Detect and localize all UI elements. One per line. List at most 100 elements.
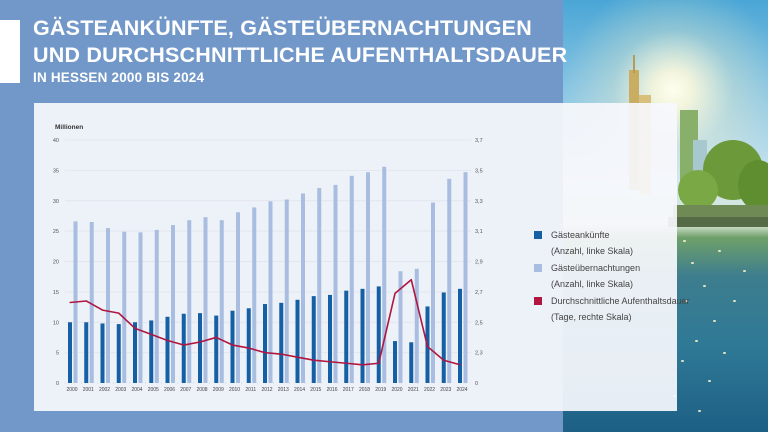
chart: Millionen 2000 2001 2002 2003 2004 2005 2006 20…	[53, 124, 483, 393]
x-tick-label: 2015	[310, 387, 321, 393]
bar-arrivals	[84, 322, 89, 383]
y-tick-label: 0	[56, 381, 59, 387]
y2-tick-label: 3,7	[475, 138, 483, 144]
bar-overnights	[284, 199, 289, 383]
y-tick-label: 40	[53, 138, 59, 144]
bar-overnights	[154, 229, 159, 383]
x-tick-label: 2011	[245, 387, 256, 393]
x-tick-label: 2014	[294, 387, 305, 393]
point-duration	[101, 309, 104, 311]
y-axis-label: Millionen	[55, 124, 83, 131]
bar-arrivals	[246, 308, 251, 383]
point-duration	[410, 279, 412, 281]
y2-tick-label: 2,3	[475, 351, 483, 357]
x-tick-label: 2000	[66, 387, 77, 393]
point-duration	[426, 345, 429, 348]
point-duration	[248, 347, 250, 349]
bar-arrivals	[133, 322, 137, 383]
bar-arrivals	[376, 286, 381, 383]
x-tick-label: 2022	[424, 387, 435, 393]
x-tick-label: 2006	[164, 387, 175, 393]
x-tick-label: 2003	[115, 387, 126, 393]
point-duration	[361, 364, 364, 366]
bar-overnights	[317, 187, 322, 383]
bar-overnights	[398, 271, 403, 383]
y2-tick-label: 2,5	[475, 320, 483, 326]
bar-arrivals	[181, 313, 186, 383]
legend-label-arrivals: Gästeankünfte	[551, 230, 610, 240]
point-duration	[215, 336, 217, 339]
point-duration	[459, 364, 461, 366]
x-tick-label: 2005	[148, 387, 159, 393]
bar-arrivals	[458, 288, 462, 383]
bar-overnights	[447, 178, 452, 383]
bar-arrivals	[360, 288, 365, 383]
bar-arrivals	[214, 315, 219, 383]
bar-arrivals	[165, 316, 170, 383]
point-duration	[150, 333, 152, 335]
x-tick-label: 2008	[196, 387, 207, 393]
legend-label-overnights: Gästeübernachtungen	[551, 263, 641, 273]
title-line-1: GÄSTEANKÜNFTE, GÄSTEÜBERNACHTUNGEN	[33, 16, 532, 40]
bar-overnights	[366, 172, 370, 383]
y-tick-label: 20	[53, 260, 59, 266]
bar-overnights	[203, 217, 208, 383]
legend-sub-arrivals: (Anzahl, linke Skala)	[551, 246, 634, 256]
x-tick-label: 2016	[326, 387, 337, 393]
legend-sub-overnights: (Anzahl, linke Skala)	[551, 279, 634, 289]
x-tick-label: 2020	[391, 387, 402, 393]
bar-overnights	[333, 184, 338, 383]
y2-tick-label: 0	[475, 381, 478, 387]
y2-tick-label: 3,3	[475, 199, 483, 205]
bar-arrivals	[149, 320, 154, 383]
bar-overnights	[106, 228, 110, 383]
bar-arrivals	[68, 322, 72, 383]
x-tick-label: 2004	[131, 387, 142, 393]
y-tick-label: 10	[53, 320, 59, 326]
x-tick-label: 2024	[456, 387, 467, 393]
bar-arrivals	[230, 310, 235, 383]
bar-arrivals	[279, 302, 284, 383]
point-duration	[345, 362, 347, 364]
legend-label-duration: Durchschnittliche Aufenthaltsdauer	[551, 296, 690, 306]
point-duration	[264, 352, 266, 354]
point-duration	[443, 359, 445, 361]
bar-arrivals	[311, 296, 316, 383]
y-tick-label: 30	[53, 199, 59, 205]
bar-overnights	[431, 202, 435, 383]
x-tick-label: 2012	[261, 387, 272, 393]
x-tick-label: 2017	[343, 387, 354, 393]
x-tick-label: 2007	[180, 387, 191, 393]
bar-overnights	[252, 207, 257, 383]
y-tick-label: 5	[56, 351, 59, 357]
bar-arrivals	[409, 342, 414, 383]
point-duration	[313, 359, 315, 361]
x-tick-label: 2009	[213, 387, 224, 393]
bar-arrivals	[441, 292, 446, 383]
y-tick-label: 25	[53, 229, 59, 235]
subtitle: IN HESSEN 2000 BIS 2024	[33, 70, 205, 85]
bar-overnights	[171, 225, 175, 383]
bar-arrivals	[344, 290, 349, 383]
x-tick-label: 2002	[99, 387, 110, 393]
x-tick-label: 2021	[408, 387, 419, 393]
bar-arrivals	[328, 294, 332, 383]
accent-block	[0, 20, 20, 83]
x-tick-label: 2018	[359, 387, 370, 393]
bar-arrivals	[295, 299, 300, 383]
point-duration	[183, 344, 185, 346]
bar-arrivals	[263, 304, 267, 383]
point-duration	[231, 344, 234, 346]
point-duration	[378, 362, 380, 364]
bar-overnights	[187, 220, 192, 383]
x-tick-label: 2001	[83, 387, 94, 393]
point-duration	[329, 361, 331, 363]
x-tick-label: 2010	[229, 387, 240, 393]
point-duration	[199, 341, 201, 343]
bar-overnights	[138, 232, 143, 383]
y2-tick-label: 3,1	[475, 229, 483, 235]
y2-tick-label: 2,7	[475, 290, 483, 296]
point-duration	[134, 327, 136, 329]
bar-overnights	[382, 166, 387, 383]
bar-overnights	[219, 220, 224, 383]
